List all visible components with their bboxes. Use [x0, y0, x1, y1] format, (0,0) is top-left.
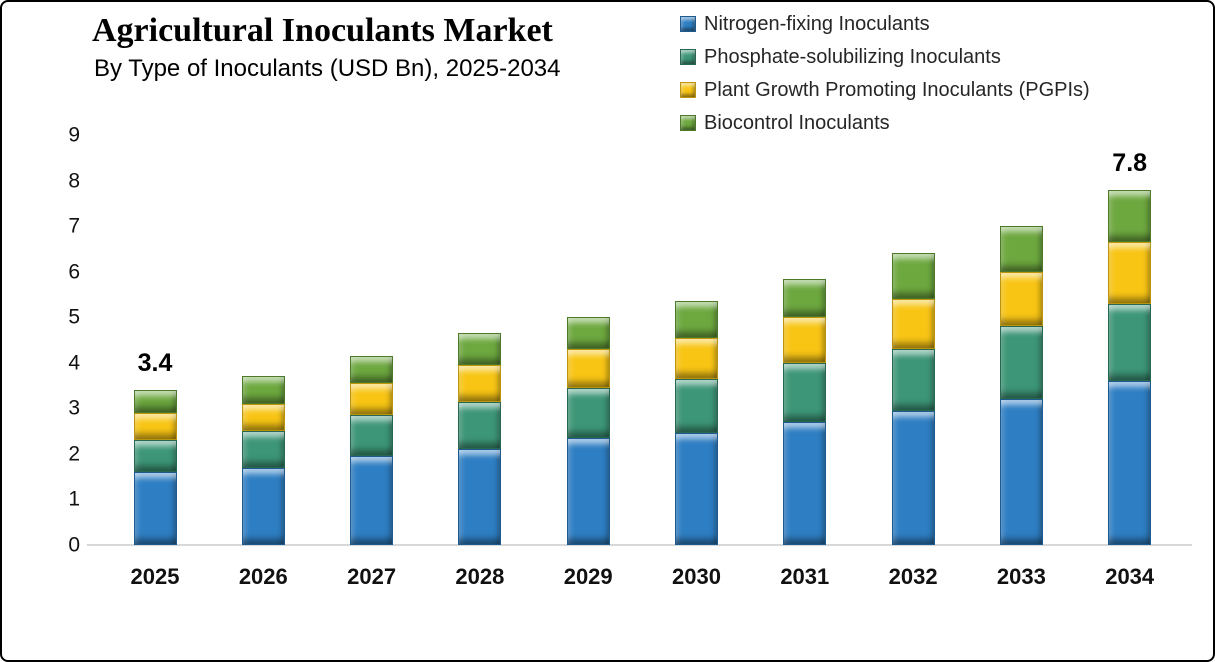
- bar-segment-pgpi: [783, 317, 827, 363]
- bar-segment-nitrogen-fixing: [133, 472, 177, 545]
- y-tick-label: 5: [68, 305, 80, 329]
- bar-segment-biocontrol: [458, 333, 502, 366]
- bar-segment-pgpi: [133, 412, 177, 441]
- legend-item-pgpi: Plant Growth Promoting Inoculants (PGPIs…: [680, 77, 1090, 103]
- y-tick-label: 4: [68, 351, 80, 375]
- x-axis-line: [87, 544, 1192, 546]
- bar-2025: [133, 390, 177, 545]
- bar-segment-pgpi: [241, 403, 285, 432]
- data-label: 3.4: [137, 349, 173, 378]
- bar-segment-nitrogen-fixing: [350, 456, 394, 545]
- legend-swatch-icon: [680, 115, 696, 131]
- legend-label: Biocontrol Inoculants: [704, 111, 890, 134]
- bar-segment-nitrogen-fixing: [675, 433, 718, 545]
- bar-segment-nitrogen-fixing: [891, 410, 935, 545]
- legend-swatch-icon: [680, 16, 696, 32]
- bar-2028: [458, 333, 502, 545]
- bar-segment-phosphate-solubilizing: [891, 349, 935, 411]
- bar-segment-phosphate-solubilizing: [458, 401, 502, 450]
- bar-segment-pgpi: [675, 337, 718, 379]
- x-axis-label: 2033: [996, 564, 1046, 589]
- plot-area: 0 1 2 3 4 5 6 7 8 9 2025 2026 2027 2028 2029 2030 2031 20…: [68, 125, 1192, 589]
- bar-segment-biocontrol: [1108, 189, 1152, 243]
- bar-2032: [891, 253, 935, 545]
- legend-label: Phosphate-solubilizing Inoculants: [704, 45, 1001, 68]
- y-tick-label: 9: [68, 123, 80, 147]
- bar-segment-pgpi: [1108, 242, 1152, 304]
- bar-segment-phosphate-solubilizing: [675, 378, 718, 434]
- x-axis-label: 2031: [780, 564, 830, 589]
- bar-segment-pgpi: [891, 299, 935, 350]
- legend-swatch-icon: [680, 49, 696, 65]
- bar-2034: [1108, 189, 1152, 545]
- bar-segment-biocontrol: [783, 278, 827, 318]
- x-axis-label: 2028: [455, 564, 505, 589]
- bar-segment-phosphate-solubilizing: [350, 415, 394, 457]
- bar-segment-phosphate-solubilizing: [241, 431, 285, 468]
- bar-2031: [783, 278, 827, 545]
- legend: Nitrogen-fixing Inoculants Phosphate-solu…: [680, 11, 1090, 136]
- bar-segment-biocontrol: [566, 317, 610, 350]
- legend-item-phosphate-solubilizing: Phosphate-solubilizing Inoculants: [680, 44, 1090, 70]
- legend-label: Plant Growth Promoting Inoculants (PGPIs…: [704, 78, 1090, 101]
- y-tick-label: 0: [68, 533, 80, 557]
- bar-segment-phosphate-solubilizing: [999, 326, 1043, 400]
- bar-segment-phosphate-solubilizing: [783, 362, 827, 422]
- bar-segment-pgpi: [566, 349, 610, 388]
- bar-2033: [999, 226, 1043, 545]
- x-axis-label: 2032: [888, 564, 938, 589]
- x-axis-label: 2029: [563, 564, 613, 589]
- bar-2026: [241, 376, 285, 545]
- y-tick-label: 3: [68, 396, 80, 420]
- bar-segment-nitrogen-fixing: [566, 437, 610, 545]
- x-axis-label: 2034: [1105, 564, 1155, 589]
- bar-2029: [566, 317, 610, 545]
- bar-2027: [350, 355, 394, 545]
- bar-2030: [675, 301, 718, 545]
- y-tick-label: 1: [68, 487, 80, 511]
- x-axis-label: 2030: [672, 564, 721, 589]
- x-axis-label: 2027: [347, 564, 397, 589]
- bar-segment-pgpi: [458, 365, 502, 402]
- x-axis-label: 2025: [130, 564, 180, 589]
- bar-segment-nitrogen-fixing: [999, 399, 1043, 545]
- legend-item-nitrogen-fixing: Nitrogen-fixing Inoculants: [680, 11, 1090, 37]
- y-tick-label: 6: [68, 260, 80, 284]
- data-label: 7.8: [1112, 148, 1148, 177]
- bar-segment-biocontrol: [241, 376, 285, 404]
- y-tick-label: 2: [68, 442, 80, 466]
- bar-segment-nitrogen-fixing: [241, 467, 285, 545]
- chart-title: Agricultural Inoculants Market: [92, 12, 553, 49]
- y-tick-label: 7: [68, 214, 80, 238]
- legend-swatch-icon: [680, 82, 696, 98]
- x-axis-label: 2026: [238, 564, 288, 589]
- bar-segment-nitrogen-fixing: [1108, 381, 1152, 545]
- bar-segment-phosphate-solubilizing: [566, 387, 610, 438]
- chart-subtitle: By Type of Inoculants (USD Bn), 2025-203…: [94, 55, 561, 82]
- bar-segment-biocontrol: [675, 301, 718, 338]
- bar-segment-nitrogen-fixing: [783, 422, 827, 545]
- legend-item-biocontrol: Biocontrol Inoculants: [680, 110, 1090, 136]
- bar-segment-phosphate-solubilizing: [133, 440, 177, 473]
- bar-segment-biocontrol: [999, 226, 1043, 272]
- legend-label: Nitrogen-fixing Inoculants: [704, 12, 930, 35]
- bar-segment-biocontrol: [350, 355, 394, 384]
- bar-segment-pgpi: [350, 383, 394, 416]
- bar-segment-nitrogen-fixing: [458, 449, 502, 545]
- bar-segment-phosphate-solubilizing: [1108, 303, 1152, 381]
- bar-segment-biocontrol: [133, 390, 177, 413]
- bar-segment-biocontrol: [891, 253, 935, 300]
- y-tick-label: 8: [68, 169, 80, 193]
- bar-segment-pgpi: [999, 271, 1043, 327]
